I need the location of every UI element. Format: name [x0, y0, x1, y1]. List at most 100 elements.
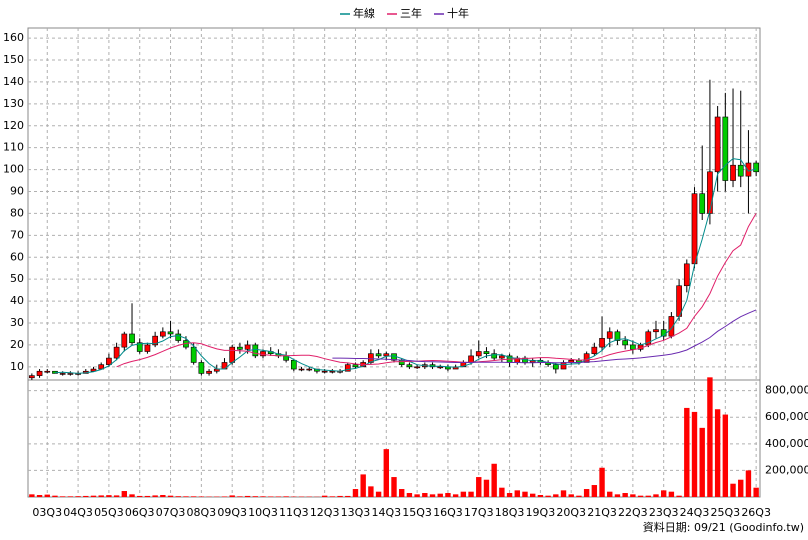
candle-body — [699, 193, 706, 214]
volume-bar — [437, 493, 443, 497]
volume-bar — [630, 494, 636, 497]
volume-bar — [75, 496, 81, 497]
volume-bar — [568, 494, 574, 497]
volume-bar — [406, 493, 413, 497]
candle-body — [113, 346, 120, 359]
x-tick-label: 05Q3 — [94, 506, 124, 519]
volume-bar — [445, 493, 451, 497]
candle-body — [368, 353, 374, 363]
volume-bar — [730, 483, 736, 497]
candle-body — [745, 162, 752, 177]
volume-bar — [244, 495, 251, 497]
volume-bar — [198, 496, 205, 497]
y-tick-label: 140 — [3, 75, 24, 88]
y-tick-label: 50 — [10, 272, 24, 285]
volume-bar — [676, 495, 682, 497]
x-tick-label: 24Q3 — [680, 506, 710, 519]
legend-label: 年線 — [353, 6, 375, 20]
candle-body — [668, 316, 675, 337]
volume-bar — [83, 495, 89, 497]
y-tick-label: 40 — [10, 294, 24, 307]
volume-bar — [537, 495, 544, 497]
volume-bar — [738, 479, 744, 497]
candle-body — [252, 344, 259, 357]
candle-body — [298, 368, 305, 371]
volume-bar — [468, 491, 474, 497]
candle-body — [552, 364, 559, 370]
volume-bar — [121, 491, 128, 497]
x-tick-label: 21Q3 — [587, 506, 617, 519]
volume-bar — [452, 494, 459, 497]
volume-bar — [67, 496, 74, 497]
volume-bar — [152, 495, 158, 497]
y-tick-label: 150 — [3, 53, 24, 66]
volume-bar — [183, 496, 189, 497]
legend-label: 十年 — [447, 6, 469, 20]
volume-bar — [545, 495, 551, 497]
volume-bar — [221, 496, 228, 497]
volume-bar — [190, 496, 197, 497]
candle-body — [614, 331, 621, 341]
x-tick-label: 22Q3 — [618, 506, 648, 519]
volume-bar — [44, 494, 50, 497]
volume-bar — [268, 496, 274, 497]
candle-body — [468, 355, 474, 363]
candle-body — [475, 351, 482, 357]
candle-body — [707, 171, 713, 214]
volume-bar — [36, 495, 43, 497]
volume-bar — [499, 487, 505, 497]
volume-bar — [529, 493, 536, 497]
y-tick-label: 90 — [10, 185, 24, 198]
volume-bar — [645, 495, 651, 497]
ma-line — [116, 213, 757, 368]
candle-body — [237, 346, 243, 350]
candle-body — [491, 353, 498, 359]
volume-bar — [707, 377, 713, 497]
y2-tick-label: 600,000 — [765, 410, 808, 423]
candle-body — [129, 333, 135, 344]
candle-body — [229, 346, 236, 363]
volume-bar — [167, 495, 174, 497]
volume-bar — [368, 486, 374, 497]
volume-bar — [391, 477, 397, 497]
candle-body — [159, 331, 166, 337]
volume-bar — [660, 490, 667, 497]
volume-bar — [714, 409, 721, 497]
candle-body — [414, 366, 420, 369]
candle-body — [29, 375, 35, 379]
y2-tick-label: 400,000 — [765, 437, 808, 450]
y-tick-label: 70 — [10, 228, 24, 241]
volume-bar — [607, 491, 613, 497]
volume-bar — [476, 477, 482, 497]
volume-bar — [98, 495, 104, 497]
candle-body — [59, 373, 66, 375]
volume-bar — [506, 493, 513, 497]
volume-bar — [668, 491, 675, 497]
volume-bar — [491, 463, 497, 497]
candle-body — [560, 362, 567, 370]
volume-bar — [599, 467, 605, 497]
volume-bar — [722, 414, 729, 497]
volume-bar — [699, 427, 705, 497]
y2-tick-label: 200,000 — [765, 463, 808, 476]
volume-bar — [553, 494, 559, 497]
y-tick-label: 120 — [3, 119, 24, 132]
x-tick-label: 23Q3 — [649, 506, 679, 519]
candle-body — [321, 370, 328, 373]
volume-bar — [684, 407, 690, 497]
y-tick-label: 30 — [10, 316, 24, 329]
volume-bar — [237, 496, 243, 497]
volume-bar — [160, 495, 166, 497]
x-tick-label: 12Q3 — [310, 506, 340, 519]
volume-bar — [745, 470, 752, 497]
volume-bar — [113, 495, 120, 497]
candle-body — [329, 370, 336, 373]
volume-bar — [522, 491, 528, 497]
candle-body — [714, 116, 721, 173]
volume-bar — [753, 487, 759, 497]
candle-body — [36, 370, 43, 376]
candle-body — [398, 359, 405, 365]
y-tick-label: 20 — [10, 338, 24, 351]
volume-bar — [399, 489, 405, 497]
